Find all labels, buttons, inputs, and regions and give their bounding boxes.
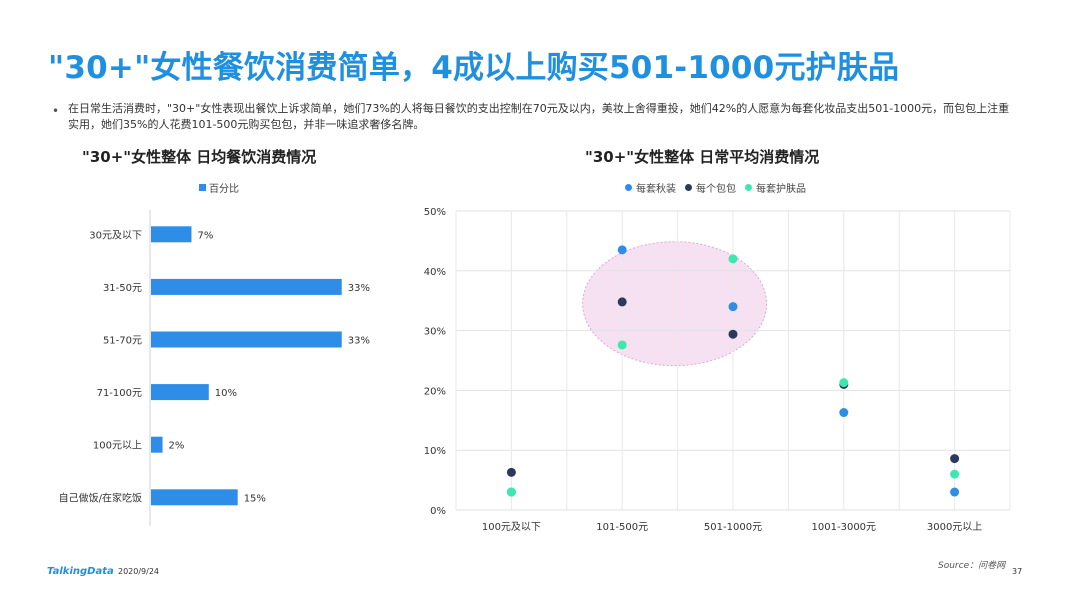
legend-label: 每套护肤品 bbox=[756, 184, 806, 195]
scatter-point bbox=[728, 302, 738, 312]
scatter-point bbox=[506, 467, 516, 477]
bar-category-label: 31-50元 bbox=[103, 283, 142, 294]
brand-logo: TalkingData bbox=[47, 566, 114, 577]
x-tick-label: 501-1000元 bbox=[704, 522, 762, 533]
bar bbox=[151, 384, 209, 401]
bar bbox=[151, 489, 238, 506]
page-title: "30+"女性餐饮消费简单，4成以上购买501-1000元护肤品 bbox=[48, 50, 900, 86]
scatter-point bbox=[950, 487, 960, 497]
x-tick-label: 100元及以下 bbox=[482, 521, 541, 533]
bar bbox=[151, 331, 342, 348]
legend-label: 每个包包 bbox=[696, 184, 736, 195]
scatter-point bbox=[617, 245, 627, 255]
legend-dot bbox=[625, 184, 632, 191]
bar-value-label: 33% bbox=[348, 283, 370, 294]
legend-item-bag: 每个包包 bbox=[685, 180, 736, 195]
scatter-point bbox=[728, 254, 738, 264]
bar-chart-title: "30+"女性整体 日均餐饮消费情况 bbox=[82, 148, 317, 166]
bar bbox=[151, 436, 163, 453]
y-tick-label: 10% bbox=[424, 446, 446, 457]
legend-label-percent: 百分比 bbox=[209, 184, 239, 195]
bar-category-label: 自己做饭/在家吃饭 bbox=[59, 491, 142, 504]
bar-category-label: 30元及以下 bbox=[89, 229, 142, 241]
bar-chart-legend: 百分比 bbox=[199, 180, 239, 195]
scatter-point bbox=[839, 378, 849, 388]
y-tick-label: 50% bbox=[424, 207, 446, 218]
scatter-point bbox=[950, 469, 960, 479]
bar bbox=[151, 226, 192, 243]
scatter-chart-legend: 每套秋装 每个包包 每套护肤品 bbox=[625, 180, 815, 195]
scatter-point bbox=[506, 487, 516, 497]
y-tick-label: 0% bbox=[430, 506, 446, 517]
bar-category-label: 100元以上 bbox=[93, 440, 142, 452]
page-number: 37 bbox=[1012, 567, 1023, 576]
bullet-marker: • bbox=[52, 104, 60, 118]
source-note: Source：问卷网 bbox=[938, 561, 1006, 571]
intro-text: 在日常生活消费时，"30+"女性表现出餐饮上诉求简单，她们73%的人将每日餐饮的… bbox=[68, 102, 1010, 131]
x-tick-label: 1001-3000元 bbox=[812, 522, 877, 533]
y-tick-label: 30% bbox=[424, 327, 446, 338]
scatter-chart: 0% 10% 20% 30% 40% 50% 100元及以下 101-500元 501-1000… bbox=[424, 207, 1011, 533]
scatter-point bbox=[839, 408, 849, 418]
bar bbox=[151, 278, 342, 295]
legend-dot bbox=[685, 184, 692, 191]
bar-value-label: 2% bbox=[169, 441, 185, 452]
legend-item-autumn-outfit: 每套秋装 bbox=[625, 180, 676, 195]
bar-chart: 30元及以下 7% 31-50元 33% 51-70元 33% 71-100元 10% 100元… bbox=[59, 210, 370, 526]
scatter-point bbox=[617, 297, 627, 307]
legend-label: 每套秋装 bbox=[636, 184, 676, 195]
bar-value-label: 33% bbox=[348, 336, 370, 347]
x-tick-label: 3000元以上 bbox=[927, 521, 982, 533]
scatter-point bbox=[617, 340, 627, 350]
footer-date: 2020/9/24 bbox=[118, 567, 160, 576]
bar-value-label: 7% bbox=[197, 230, 213, 241]
scatter-point bbox=[950, 454, 960, 464]
legend-item-skincare: 每套护肤品 bbox=[745, 180, 806, 195]
legend-dot bbox=[745, 184, 752, 191]
scatter-chart-title: "30+"女性整体 日常平均消费情况 bbox=[585, 148, 820, 166]
y-tick-label: 40% bbox=[424, 267, 446, 278]
bar-value-label: 10% bbox=[215, 388, 237, 399]
scatter-point bbox=[728, 329, 738, 339]
legend-swatch bbox=[199, 184, 206, 191]
bar-value-label: 15% bbox=[244, 493, 266, 504]
highlight-ellipse bbox=[582, 241, 768, 367]
x-tick-label: 101-500元 bbox=[596, 522, 648, 533]
bar-category-label: 51-70元 bbox=[103, 336, 142, 347]
bar-category-label: 71-100元 bbox=[97, 388, 142, 399]
y-tick-label: 20% bbox=[424, 386, 446, 397]
